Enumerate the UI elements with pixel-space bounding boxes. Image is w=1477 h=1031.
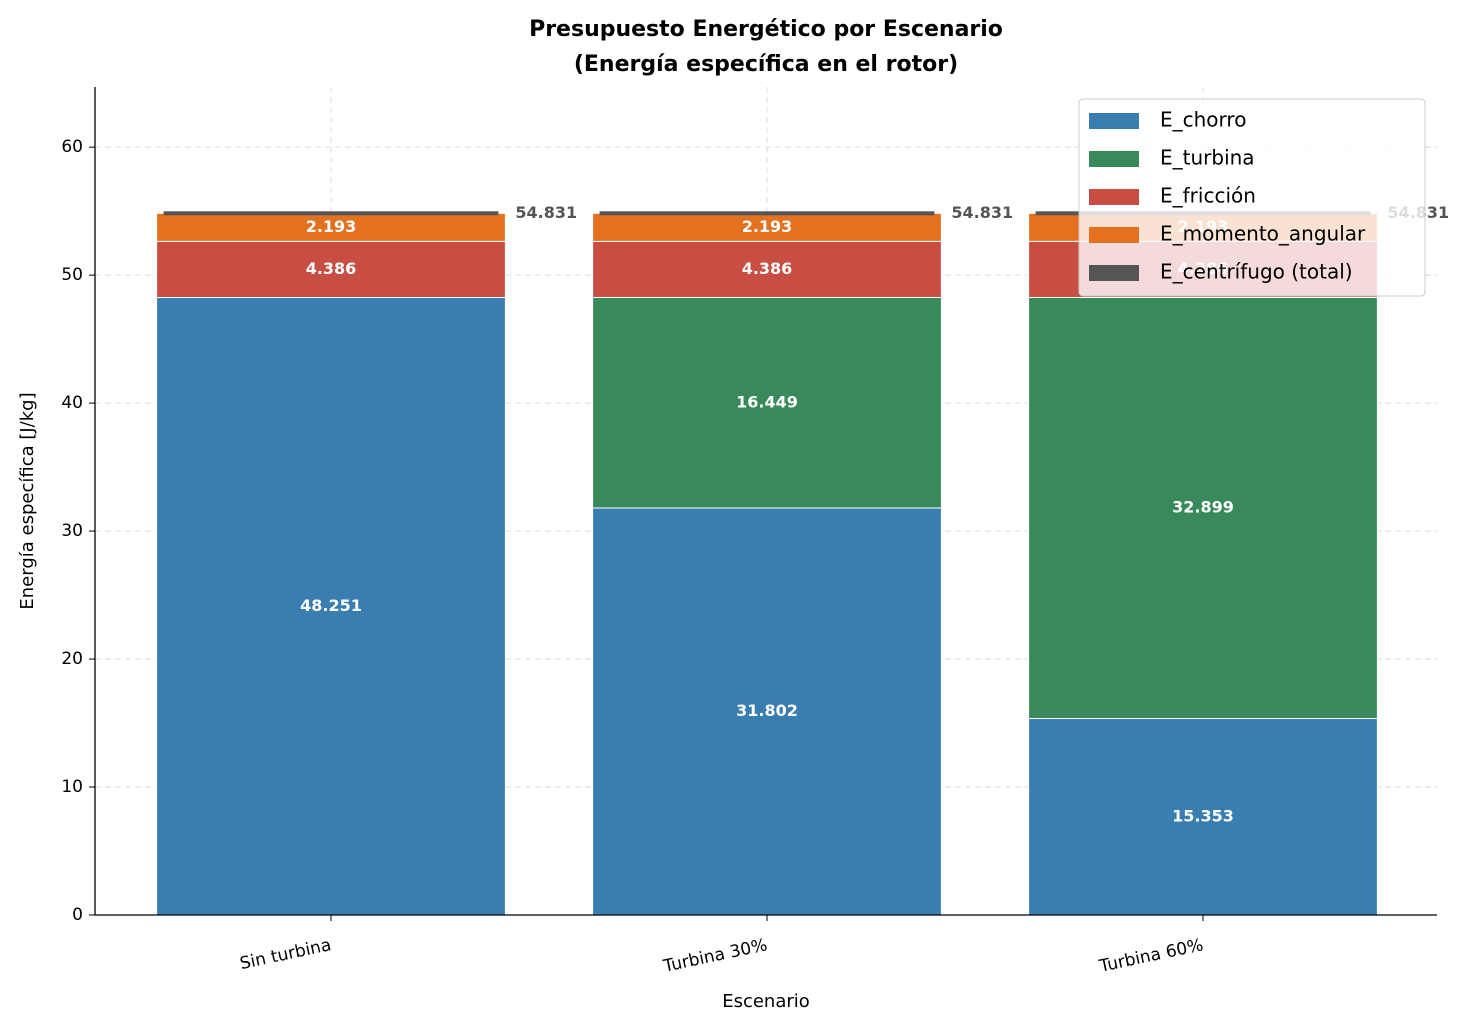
value-label: 54.831: [951, 203, 1013, 222]
legend-label: E_centrífugo (total): [1160, 260, 1353, 284]
value-label: 2.193: [742, 217, 793, 236]
bar-segment: [1028, 296, 1378, 720]
bar-segment: [156, 212, 506, 242]
value-label: 54.831: [515, 203, 577, 222]
legend-box: [1078, 98, 1426, 297]
y-tick-label: 20: [61, 649, 83, 669]
bar-segment: [592, 240, 942, 299]
bars: 48.251 4.386 2.193 54.831 31.802 16.449 4.386 2…: [156, 203, 1449, 916]
total-marker: [163, 211, 499, 216]
x-tick-label: Turbina 60%: [1097, 935, 1205, 977]
value-label: 16.449: [736, 392, 798, 411]
y-tick-label: 30: [61, 521, 83, 541]
legend-label: E_fricción: [1160, 184, 1256, 208]
bar-segment: [156, 297, 506, 916]
bar-segment: [1028, 718, 1378, 916]
legend: E_chorro E_turbina E_fricción E_momento_ang…: [1078, 98, 1426, 297]
x-axis-label: Escenario: [722, 991, 810, 1012]
legend-label: E_chorro: [1160, 108, 1246, 132]
x-tick-label: Sin turbina: [238, 935, 333, 974]
bar-segment: [156, 240, 506, 299]
value-label: 48.251: [300, 596, 362, 615]
y-axis-label: Energía específica [J/kg]: [17, 392, 38, 609]
legend-label: E_turbina: [1160, 146, 1255, 170]
legend-label: E_momento_angular: [1160, 222, 1366, 246]
legend-swatch: [1089, 227, 1139, 243]
value-label: 31.802: [736, 701, 798, 720]
y-tick-label: 10: [61, 777, 83, 797]
bar-segment: [592, 297, 942, 509]
legend-swatch: [1089, 189, 1139, 205]
value-label: 32.899: [1172, 498, 1234, 517]
y-tick-label: 50: [61, 265, 83, 285]
value-label: 4.386: [742, 259, 793, 278]
y-tick-label: 40: [61, 393, 83, 413]
y-tick-label: 0: [72, 905, 83, 925]
legend-swatch: [1089, 265, 1139, 281]
legend-swatch: [1089, 113, 1139, 129]
chart-title: Presupuesto Energético por Escenario: [529, 17, 1003, 42]
legend-swatch: [1089, 151, 1139, 167]
total-marker: [599, 211, 935, 216]
value-label: 4.386: [306, 259, 357, 278]
y-tick-label: 60: [61, 137, 83, 157]
value-label: 2.193: [306, 217, 357, 236]
chart-title: (Energía específica en el rotor): [574, 52, 958, 77]
value-label: 15.353: [1172, 806, 1234, 825]
x-tick-label: Turbina 30%: [661, 935, 769, 977]
bar-segment: [592, 507, 942, 916]
